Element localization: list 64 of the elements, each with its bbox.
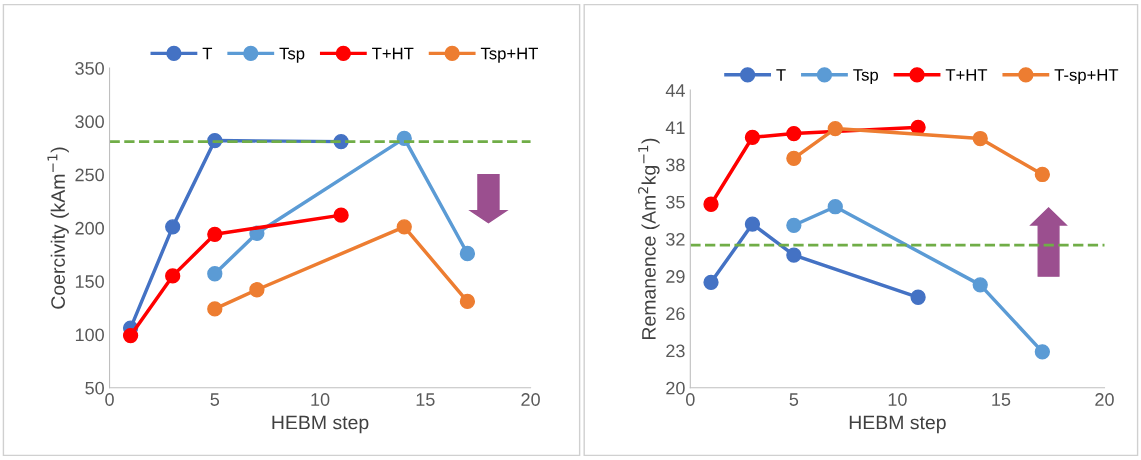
point xyxy=(459,245,476,262)
y-tick-label: 250 xyxy=(75,168,104,182)
y-tick-label: 20 xyxy=(666,381,685,395)
legend-label: T+HT xyxy=(372,47,414,60)
point xyxy=(910,289,926,305)
point xyxy=(122,327,139,344)
point xyxy=(786,217,802,233)
y-tick-label: 350 xyxy=(75,62,104,75)
y-tick-label: 300 xyxy=(75,115,104,129)
y-tick-label: 38 xyxy=(666,158,685,172)
point xyxy=(827,120,843,137)
y-tick-label: 23 xyxy=(666,344,685,358)
point xyxy=(207,301,223,317)
point xyxy=(1034,344,1051,360)
point xyxy=(459,293,476,310)
point xyxy=(249,282,265,298)
y-axis-title: Remanence (Am$^{2}$kg$^{−1}$) xyxy=(638,138,660,339)
x-tick-label: 10 xyxy=(311,393,330,406)
y-tick-label: 100 xyxy=(75,328,104,342)
point xyxy=(786,247,802,263)
x-tick-label: 20 xyxy=(1095,393,1114,406)
x-tick-label: 5 xyxy=(789,393,799,406)
point xyxy=(827,199,843,215)
x-tick-label: 15 xyxy=(992,393,1011,406)
y-tick-label: 29 xyxy=(666,270,685,283)
point xyxy=(207,266,223,282)
point xyxy=(786,125,802,142)
point xyxy=(786,150,802,167)
y-tick-label: 32 xyxy=(666,232,685,246)
point xyxy=(703,274,719,291)
x-tick-label: 0 xyxy=(105,393,114,406)
y-tick-label: 44 xyxy=(665,84,685,97)
x-tick-label: 0 xyxy=(685,393,695,406)
legend-label: Tsp xyxy=(279,47,305,63)
point xyxy=(972,130,988,147)
point xyxy=(972,277,988,293)
point xyxy=(333,207,349,223)
y-tick-label: 150 xyxy=(75,275,104,288)
x-axis-title: HEBM step xyxy=(272,415,369,434)
point xyxy=(1034,166,1051,183)
x-tick-label: 10 xyxy=(888,393,907,406)
y-tick-label: 26 xyxy=(666,307,685,321)
legend-label: Tsp xyxy=(853,69,879,85)
point xyxy=(165,268,181,284)
y-tick-label: 35 xyxy=(666,195,685,209)
y-tick-label: 200 xyxy=(75,221,104,235)
x-tick-label: 15 xyxy=(416,393,435,406)
legend-label: T xyxy=(202,47,213,60)
x-tick-label: 5 xyxy=(210,393,220,406)
x-tick-label: 20 xyxy=(521,393,540,406)
x-axis-title: HEBM step xyxy=(849,415,946,434)
point xyxy=(703,196,719,212)
legend-label: Tsp+HT xyxy=(480,47,538,63)
point xyxy=(207,226,223,242)
legend-label: T+HT xyxy=(945,69,988,81)
point xyxy=(744,216,761,232)
point xyxy=(165,219,181,235)
y-tick-label: 50 xyxy=(85,381,104,395)
y-axis-title: Coercivity (kAm$^{−1}$) xyxy=(47,147,69,309)
y-tick-label: 41 xyxy=(665,121,685,134)
point xyxy=(396,219,412,235)
point xyxy=(744,129,761,145)
legend-label: T xyxy=(776,69,786,81)
legend-label: T-sp+HT xyxy=(1054,69,1119,85)
